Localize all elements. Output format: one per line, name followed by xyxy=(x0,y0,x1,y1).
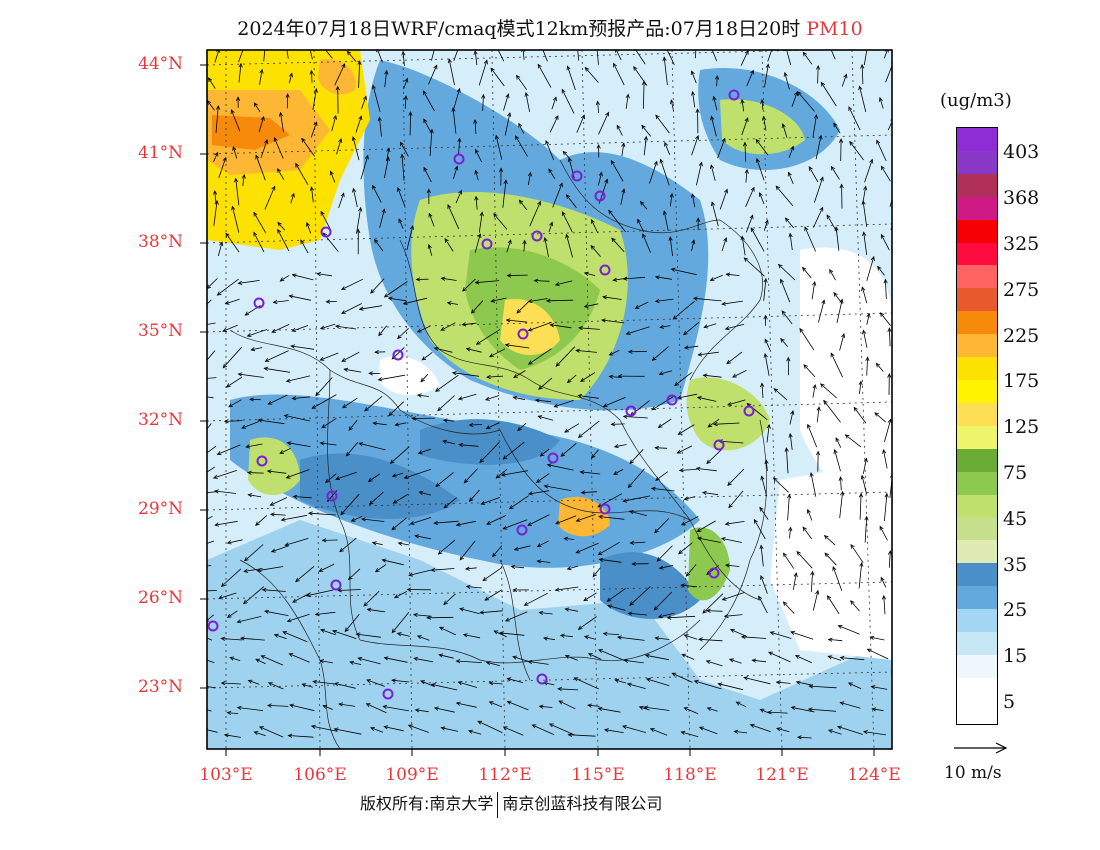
legend-level: 45 xyxy=(1003,508,1028,530)
color-bar-swatch xyxy=(957,631,997,655)
lon-label-115: 115°E xyxy=(571,765,625,785)
lon-label-106: 106°E xyxy=(293,765,347,785)
color-bar-swatch xyxy=(957,609,997,632)
color-bar-swatch xyxy=(957,242,997,266)
lat-label-38: 38°N xyxy=(138,232,184,252)
lat-label-41: 41°N xyxy=(138,143,184,163)
legend-level: 15 xyxy=(1003,645,1028,667)
legend-level: 225 xyxy=(1003,325,1040,347)
legend-unit: (ug/m3) xyxy=(940,90,1012,111)
lon-label-109: 109°E xyxy=(385,765,439,785)
color-bar-swatch xyxy=(957,219,997,243)
chart-title: 2024年07月18日WRF/cmaq模式12km预报产品:07月18日20时 … xyxy=(237,18,863,40)
grid-lines xyxy=(207,50,892,749)
pm10-field xyxy=(207,50,892,749)
legend-level: 5 xyxy=(1003,691,1016,713)
color-bar-swatch xyxy=(957,402,997,426)
color-bar-swatch xyxy=(957,379,997,403)
lon-label-121: 121°E xyxy=(755,765,809,785)
color-bar-swatch xyxy=(957,471,997,495)
lat-label-35: 35°N xyxy=(138,321,184,341)
wind-reference-label: 10 m/s xyxy=(944,763,1002,783)
legend-level: 325 xyxy=(1003,233,1040,255)
lat-label-26: 26°N xyxy=(138,588,184,608)
lon-label-124: 124°E xyxy=(847,765,901,785)
wind-vectors xyxy=(207,50,892,740)
color-bar-swatch xyxy=(957,448,997,472)
color-bar-swatch xyxy=(957,517,997,541)
lat-label-44: 44°N xyxy=(138,54,184,74)
color-bar-swatch xyxy=(957,677,997,701)
legend-level: 35 xyxy=(1003,554,1028,576)
color-bar-swatch xyxy=(957,654,997,678)
color-bar-swatch xyxy=(957,563,997,587)
color-bar-swatch xyxy=(957,425,997,449)
legend-level: 125 xyxy=(1003,416,1040,438)
color-bar-swatch xyxy=(957,150,997,174)
lat-label-23: 23°N xyxy=(138,677,184,697)
color-bar-swatch xyxy=(957,494,997,518)
legend-level: 25 xyxy=(1003,599,1028,621)
lon-label-118: 118°E xyxy=(663,765,717,785)
province-borders xyxy=(229,159,767,749)
color-bar-swatch xyxy=(957,196,997,220)
legend-level: 275 xyxy=(1003,279,1040,301)
color-bar-swatch xyxy=(957,311,997,335)
color-bar-swatch xyxy=(957,540,997,564)
color-bar-swatch xyxy=(957,334,997,358)
lon-label-112: 112°E xyxy=(478,765,532,785)
color-bar-swatch xyxy=(957,265,997,289)
copyright: 版权所有:南京大学 南京创蓝科技有限公司 xyxy=(360,790,662,818)
wind-reference-arrow xyxy=(954,742,1008,754)
lon-label-103: 103°E xyxy=(199,765,253,785)
legend-level: 175 xyxy=(1003,370,1040,392)
color-bar-swatch xyxy=(957,173,997,197)
legend-level: 75 xyxy=(1003,462,1028,484)
color-bar-swatch xyxy=(957,357,997,380)
color-bar-swatch xyxy=(957,288,997,312)
city-markers xyxy=(207,89,755,700)
color-bar-swatch xyxy=(957,586,997,610)
map-frame xyxy=(206,49,893,750)
axis-ticks xyxy=(200,64,875,756)
lat-label-32: 32°N xyxy=(138,410,184,430)
lat-label-29: 29°N xyxy=(138,499,184,519)
color-bar-swatch xyxy=(957,128,997,151)
color-bar xyxy=(956,127,998,725)
legend-level: 368 xyxy=(1003,187,1040,209)
legend-level: 403 xyxy=(1003,141,1040,163)
